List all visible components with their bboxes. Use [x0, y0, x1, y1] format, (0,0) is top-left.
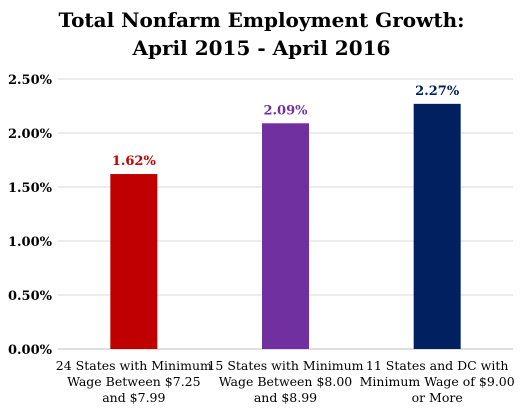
data-label: 2.27%	[415, 84, 460, 99]
bar	[110, 174, 158, 349]
y-tick-label: 2.50%	[8, 73, 53, 88]
bar	[262, 123, 309, 349]
x-tick-label: and $8.99	[254, 390, 317, 405]
x-tick-label: Minimum Wage of $9.00	[360, 374, 515, 389]
data-label: 2.09%	[263, 103, 308, 118]
x-tick-label: Wage Between $8.00	[219, 374, 353, 389]
x-tick-label: 11 States and DC with	[366, 358, 509, 373]
data-label: 1.62%	[112, 154, 157, 169]
y-tick-label: 1.50%	[8, 181, 53, 196]
bar	[413, 103, 461, 349]
chart-title-line-1: Total Nonfarm Employment Growth:	[58, 8, 465, 32]
y-tick-label: 0.00%	[8, 343, 53, 358]
x-tick-label: and $7.99	[102, 390, 165, 405]
y-tick-label: 1.00%	[8, 235, 53, 250]
x-tick-label: Wage Between $7.25	[67, 374, 201, 389]
chart-title-line-2: April 2015 - April 2016	[132, 36, 391, 60]
x-tick-label: 15 States with Minimum	[207, 358, 363, 373]
x-tick-label: or More	[412, 390, 463, 405]
y-tick-label: 2.00%	[8, 127, 53, 142]
x-tick-label: 24 States with Minimum	[56, 358, 212, 373]
y-tick-label: 0.50%	[8, 289, 53, 304]
